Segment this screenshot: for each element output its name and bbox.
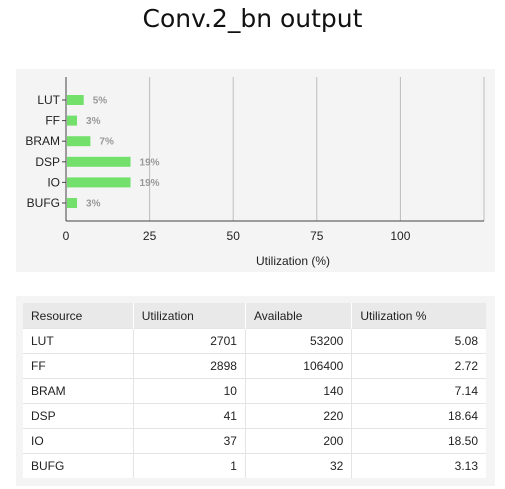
category-label: IO (47, 175, 60, 189)
cell-resource: IO (23, 428, 134, 454)
cell-available: 200 (245, 428, 353, 454)
category-label: FF (45, 114, 60, 128)
cell-resource: FF (23, 353, 134, 379)
utilization-table-panel: Resource Utilization Available Utilizati… (16, 296, 495, 486)
bar (67, 198, 78, 208)
utilization-table: Resource Utilization Available Utilizati… (23, 303, 486, 478)
category-label: BRAM (25, 134, 60, 148)
page-title: Conv.2_bn output (142, 4, 363, 33)
x-tick-label: 0 (63, 229, 70, 243)
bar (67, 95, 84, 105)
column-header-resource[interactable]: Resource (23, 303, 134, 329)
cell-utilization: 10 (133, 378, 246, 404)
cell-resource: DSP (23, 403, 134, 429)
column-header-available[interactable]: Available (245, 303, 353, 329)
table-row: FF 2898 106400 2.72 (23, 353, 486, 379)
x-tick-label: 75 (310, 229, 324, 243)
cell-utilization-percent: 5.08 (351, 328, 486, 354)
category-label: LUT (37, 93, 60, 107)
category-label: BUFG (27, 196, 60, 210)
cell-available: 32 (245, 453, 353, 478)
data-label: 19% (140, 157, 160, 168)
utilization-chart-svg: 0 25 50 75 100 LUT 5% FF 3% BRAM 7% DSP 19% IO 19% BUFG… (25, 77, 485, 268)
column-header-utilization[interactable]: Utilization (133, 303, 246, 329)
table-row: LUT 2701 53200 5.08 (23, 328, 486, 354)
x-axis-label: Utilization (%) (256, 254, 330, 268)
table-header-row: Resource Utilization Available Utilizati… (23, 303, 486, 329)
category-label: DSP (35, 155, 60, 169)
data-label: 5% (93, 96, 108, 107)
cell-utilization-percent: 7.14 (351, 378, 486, 404)
bar (67, 115, 78, 126)
bar (67, 156, 131, 167)
cell-available: 140 (245, 378, 353, 404)
data-label: 7% (99, 137, 114, 148)
cell-utilization: 37 (133, 428, 246, 454)
table-row: BRAM 10 140 7.14 (23, 378, 486, 404)
cell-resource: LUT (23, 328, 134, 354)
cell-utilization-percent: 2.72 (351, 353, 486, 379)
x-tick-label: 100 (390, 229, 410, 243)
cell-resource: BUFG (23, 453, 134, 478)
cell-utilization-percent: 18.64 (351, 403, 486, 429)
table-row: BUFG 1 32 3.13 (23, 453, 486, 478)
cell-utilization: 2701 (133, 328, 246, 354)
table-row: IO 37 200 18.50 (23, 428, 486, 454)
cell-resource: BRAM (23, 378, 134, 404)
x-tick-label: 50 (227, 229, 241, 243)
bar (67, 177, 131, 188)
utilization-chart: 0 25 50 75 100 LUT 5% FF 3% BRAM 7% DSP 19% IO 19% BUFG… (16, 69, 495, 272)
data-label: 3% (86, 199, 101, 210)
cell-available: 53200 (245, 328, 353, 354)
column-header-utilization-percent[interactable]: Utilization % (351, 303, 486, 329)
cell-utilization-percent: 3.13 (351, 453, 486, 478)
bar (67, 136, 91, 147)
table-row: DSP 41 220 18.64 (23, 403, 486, 429)
cell-available: 106400 (245, 353, 353, 379)
cell-available: 220 (245, 403, 353, 429)
cell-utilization-percent: 18.50 (351, 428, 486, 454)
data-label: 3% (86, 116, 101, 127)
data-label: 19% (140, 178, 160, 189)
cell-utilization: 1 (133, 453, 246, 478)
x-tick-label: 25 (143, 229, 157, 243)
cell-utilization: 2898 (133, 353, 246, 379)
cell-utilization: 41 (133, 403, 246, 429)
